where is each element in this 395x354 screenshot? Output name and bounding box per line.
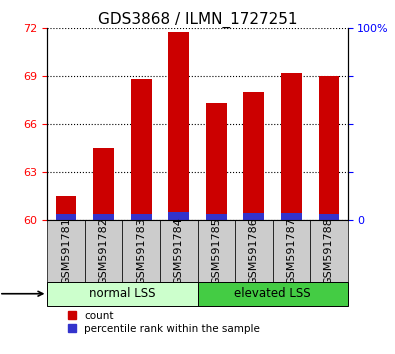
Text: GSM591782: GSM591782 <box>99 217 109 285</box>
Bar <box>243 92 264 213</box>
Bar <box>281 213 302 220</box>
Bar <box>168 212 189 220</box>
FancyBboxPatch shape <box>47 220 85 282</box>
Text: normal LSS: normal LSS <box>89 287 156 300</box>
Text: GSM591783: GSM591783 <box>136 217 146 285</box>
Text: GSM591788: GSM591788 <box>324 217 334 285</box>
Bar <box>168 32 189 212</box>
FancyBboxPatch shape <box>198 220 235 282</box>
Legend: count, percentile rank within the sample: count, percentile rank within the sample <box>68 311 260 334</box>
Text: GSM591785: GSM591785 <box>211 217 221 285</box>
FancyBboxPatch shape <box>85 220 122 282</box>
FancyBboxPatch shape <box>160 220 198 282</box>
Text: elevated LSS: elevated LSS <box>234 287 311 300</box>
Text: GSM591781: GSM591781 <box>61 217 71 285</box>
Bar <box>93 214 114 220</box>
Bar <box>131 214 152 220</box>
FancyBboxPatch shape <box>235 220 273 282</box>
FancyBboxPatch shape <box>198 282 348 306</box>
Bar <box>206 214 227 220</box>
Bar <box>206 103 227 214</box>
Bar <box>318 214 339 220</box>
Bar <box>93 148 114 214</box>
Bar <box>318 76 339 214</box>
FancyBboxPatch shape <box>47 282 198 306</box>
FancyBboxPatch shape <box>273 220 310 282</box>
Bar <box>281 73 302 213</box>
Text: GSM591787: GSM591787 <box>286 217 296 285</box>
Bar <box>56 214 77 220</box>
FancyBboxPatch shape <box>310 220 348 282</box>
Title: GDS3868 / ILMN_1727251: GDS3868 / ILMN_1727251 <box>98 12 297 28</box>
Text: stress: stress <box>0 287 43 300</box>
Bar <box>131 79 152 214</box>
Bar <box>243 213 264 220</box>
Text: GSM591786: GSM591786 <box>249 217 259 285</box>
Text: GSM591784: GSM591784 <box>174 217 184 285</box>
FancyBboxPatch shape <box>122 220 160 282</box>
Bar <box>56 196 77 214</box>
